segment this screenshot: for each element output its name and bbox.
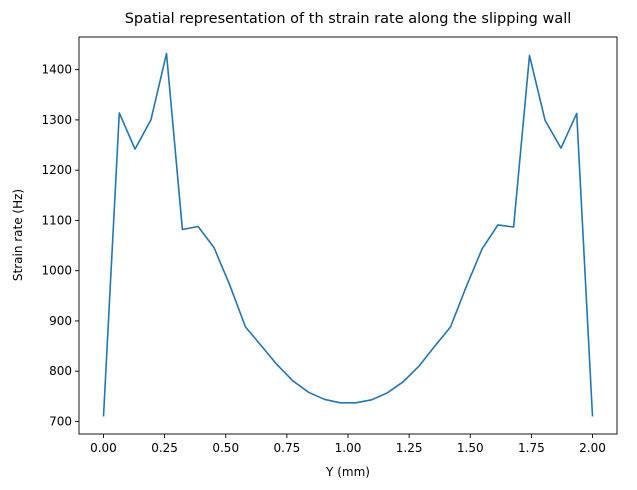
- x-axis-ticks: 0.00 0.25 0.50 0.75 1.00 1.25 1.50 1.75 2.00: [90, 434, 606, 455]
- series-line: [102, 52, 594, 417]
- plot-frame: [78, 36, 618, 435]
- y-tick-label: 1000: [41, 264, 72, 278]
- x-tick-label: 0.75: [274, 441, 301, 455]
- x-axis-label: Y (mm): [325, 465, 370, 479]
- y-tick-label: 700: [49, 414, 72, 428]
- y-axis-ticks: 700 800 900 1000 1100 1200 1300 1400: [41, 63, 79, 428]
- plot-area: [79, 37, 617, 434]
- x-tick-label: 1.00: [335, 441, 362, 455]
- x-tick-label: 1.75: [518, 441, 545, 455]
- x-tick-label: 2.00: [579, 441, 606, 455]
- y-axis-label: Strain rate (Hz): [11, 189, 25, 281]
- y-tick-label: 900: [49, 314, 72, 328]
- y-tick-label: 1300: [41, 113, 72, 127]
- chart-title: Spatial representation of th strain rate…: [125, 11, 572, 27]
- x-tick-label: 0.50: [212, 441, 239, 455]
- y-tick-label: 800: [49, 364, 72, 378]
- y-tick-label: 1100: [41, 213, 72, 227]
- y-tick-label: 1400: [41, 63, 72, 77]
- x-tick-label: 0.25: [151, 441, 178, 455]
- x-tick-label: 1.25: [396, 441, 423, 455]
- x-tick-label: 0.00: [90, 441, 117, 455]
- y-tick-label: 1200: [41, 163, 72, 177]
- x-tick-label: 1.50: [457, 441, 484, 455]
